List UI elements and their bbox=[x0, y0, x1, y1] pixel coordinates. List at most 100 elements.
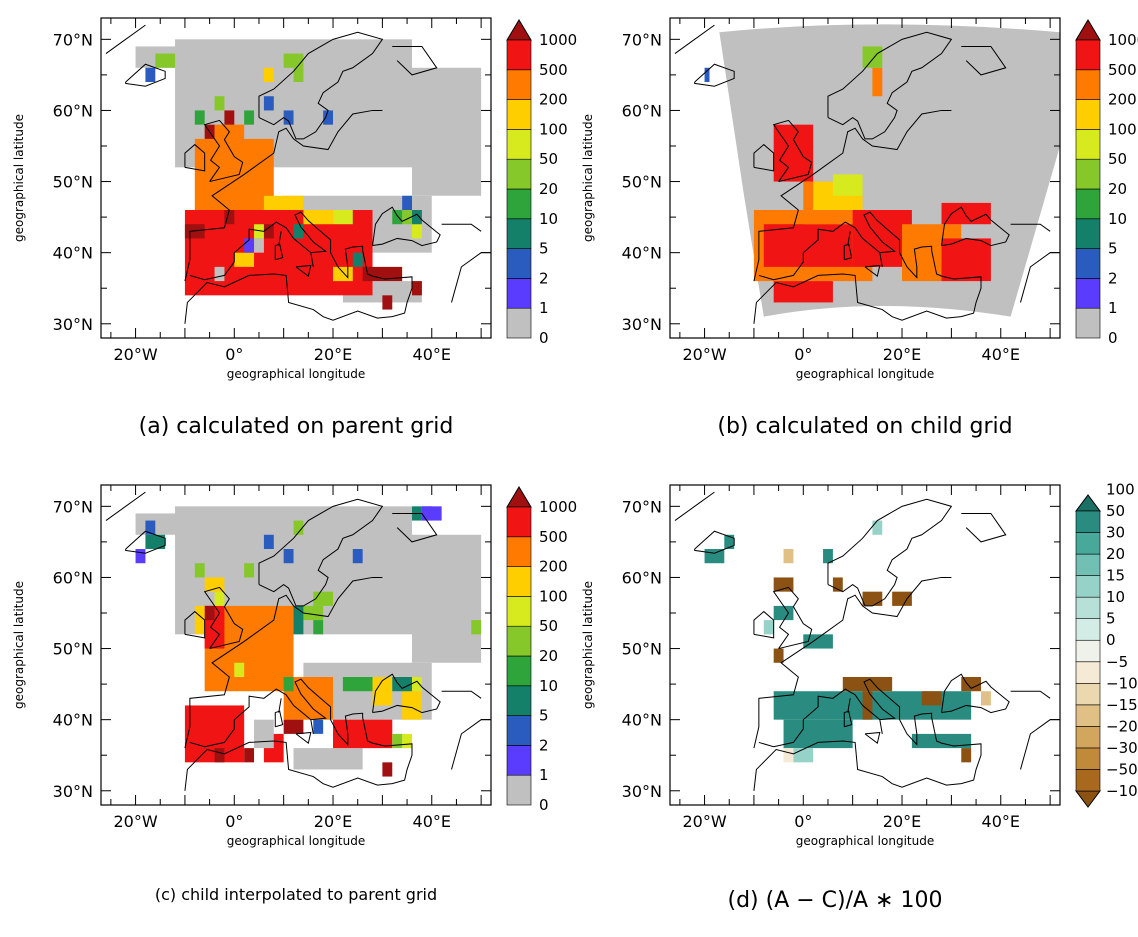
x-tick-label: 40°E bbox=[982, 345, 1020, 364]
colorbar-segment bbox=[1076, 640, 1100, 662]
x-axis-label: geographical longitude bbox=[796, 367, 934, 381]
grid-cell bbox=[412, 224, 422, 238]
grid-cell bbox=[402, 691, 422, 719]
plot-frame bbox=[670, 485, 1060, 805]
colorbar-segment bbox=[507, 100, 531, 130]
grid-cell bbox=[254, 238, 264, 252]
y-tick-label: 60°N bbox=[622, 101, 662, 120]
colorbar-segment bbox=[507, 129, 531, 159]
colorbar-segment bbox=[507, 686, 531, 716]
grid-cell bbox=[244, 110, 254, 124]
colorbar-label: 1000 bbox=[539, 31, 577, 49]
x-axis-label: geographical longitude bbox=[796, 834, 934, 848]
panel-a: 20°W 0° 20°E 40°E30°N40°N50°N60°N70°Ngeogra… bbox=[12, 18, 577, 439]
colorbar-label: 100 bbox=[1106, 480, 1135, 498]
colorbar-label: −10 bbox=[1106, 674, 1138, 692]
panel-caption: (a) calculated on parent grid bbox=[139, 414, 454, 439]
grid-cell bbox=[284, 110, 294, 124]
colorbar-label: 15 bbox=[1106, 567, 1125, 585]
y-tick-label: 30°N bbox=[53, 782, 93, 801]
colorbar-segment bbox=[507, 656, 531, 686]
colorbar-label: 200 bbox=[1108, 91, 1137, 109]
colorbar-label: 5 bbox=[1106, 610, 1116, 628]
colorbar-label: 20 bbox=[539, 180, 558, 198]
colorbar-segment bbox=[507, 249, 531, 279]
colorbar-segment bbox=[1076, 189, 1100, 219]
grid-cell bbox=[195, 563, 205, 577]
grid-cell bbox=[264, 68, 274, 82]
y-tick-label: 40°N bbox=[53, 711, 93, 730]
y-tick-label: 60°N bbox=[53, 568, 93, 587]
colorbar-label: 10 bbox=[1106, 588, 1125, 606]
grid-cell bbox=[784, 748, 794, 762]
x-tick-label: 20°W bbox=[113, 812, 157, 831]
grid-cell bbox=[264, 196, 303, 210]
grid-cell bbox=[863, 46, 883, 67]
x-tick-label: 20°E bbox=[314, 345, 352, 364]
colorbar-label: 5 bbox=[539, 240, 549, 258]
x-tick-label: 0° bbox=[794, 345, 812, 364]
plot-area bbox=[106, 492, 491, 791]
grid-cell bbox=[764, 620, 774, 634]
grid-cell bbox=[353, 253, 363, 267]
x-tick-label: 0° bbox=[225, 345, 243, 364]
colorbar-label: 2 bbox=[1108, 269, 1118, 287]
grid-cell bbox=[402, 734, 412, 748]
colorbar-label: −100 bbox=[1106, 782, 1138, 800]
grid-cell bbox=[215, 592, 225, 606]
colorbar-segment bbox=[507, 775, 531, 805]
colorbar-cap-top bbox=[507, 487, 531, 507]
colorbar-label: 500 bbox=[539, 528, 568, 546]
grid-cell bbox=[145, 68, 155, 82]
colorbar-label: 500 bbox=[539, 61, 568, 79]
y-tick-label: 50°N bbox=[622, 173, 662, 192]
colorbar-segment bbox=[507, 70, 531, 100]
coastline bbox=[675, 492, 714, 520]
panel-caption: (c) child interpolated to parent grid bbox=[155, 885, 437, 904]
colorbar-cap-top bbox=[1076, 495, 1100, 511]
colorbar-segment bbox=[1076, 308, 1100, 338]
colorbar-segment bbox=[1076, 249, 1100, 279]
grid-cell bbox=[833, 174, 863, 195]
y-tick-label: 50°N bbox=[53, 640, 93, 659]
colorbar-label: 1 bbox=[1108, 299, 1118, 317]
grid-cell bbox=[784, 549, 794, 563]
coastline bbox=[675, 25, 714, 53]
grid-cell bbox=[284, 549, 294, 563]
grid-cell bbox=[244, 748, 254, 762]
x-tick-label: 20°W bbox=[682, 812, 726, 831]
grid-cell bbox=[254, 720, 274, 748]
grid-cell bbox=[234, 663, 244, 677]
colorbar-segment bbox=[507, 596, 531, 626]
colorbar-label: 5 bbox=[539, 707, 549, 725]
grid-cell bbox=[412, 677, 422, 691]
grid-cell bbox=[333, 720, 392, 748]
colorbar-label: −20 bbox=[1106, 717, 1138, 735]
colorbar-segment bbox=[507, 537, 531, 567]
colorbar-segment bbox=[1076, 40, 1100, 70]
x-tick-label: 40°E bbox=[413, 345, 451, 364]
grid-cell bbox=[294, 748, 363, 769]
colorbar-cap-top bbox=[507, 20, 531, 40]
coastline bbox=[442, 691, 481, 698]
colorbar-label: 100 bbox=[539, 120, 568, 138]
colorbar-label: 50 bbox=[1106, 502, 1125, 520]
colorbar-segment bbox=[1076, 705, 1100, 727]
colorbar-label: 10 bbox=[539, 210, 558, 228]
colorbar-label: 20 bbox=[1106, 545, 1125, 563]
y-tick-label: 30°N bbox=[622, 782, 662, 801]
colorbar-segment bbox=[1076, 278, 1100, 308]
colorbar-label: 50 bbox=[539, 150, 558, 168]
colorbar-segment bbox=[1076, 70, 1100, 100]
colorbar-segment bbox=[1076, 683, 1100, 705]
grid-cell bbox=[382, 762, 392, 776]
x-tick-label: 20°E bbox=[883, 812, 921, 831]
grid-cell bbox=[294, 224, 304, 238]
colorbar-label: 1 bbox=[539, 766, 549, 784]
coastline bbox=[452, 720, 491, 770]
grid-cell bbox=[892, 592, 912, 606]
grid-cell bbox=[912, 231, 942, 252]
colorbar-label: −5 bbox=[1106, 653, 1128, 671]
y-axis-label: geographical latitude bbox=[12, 581, 26, 709]
